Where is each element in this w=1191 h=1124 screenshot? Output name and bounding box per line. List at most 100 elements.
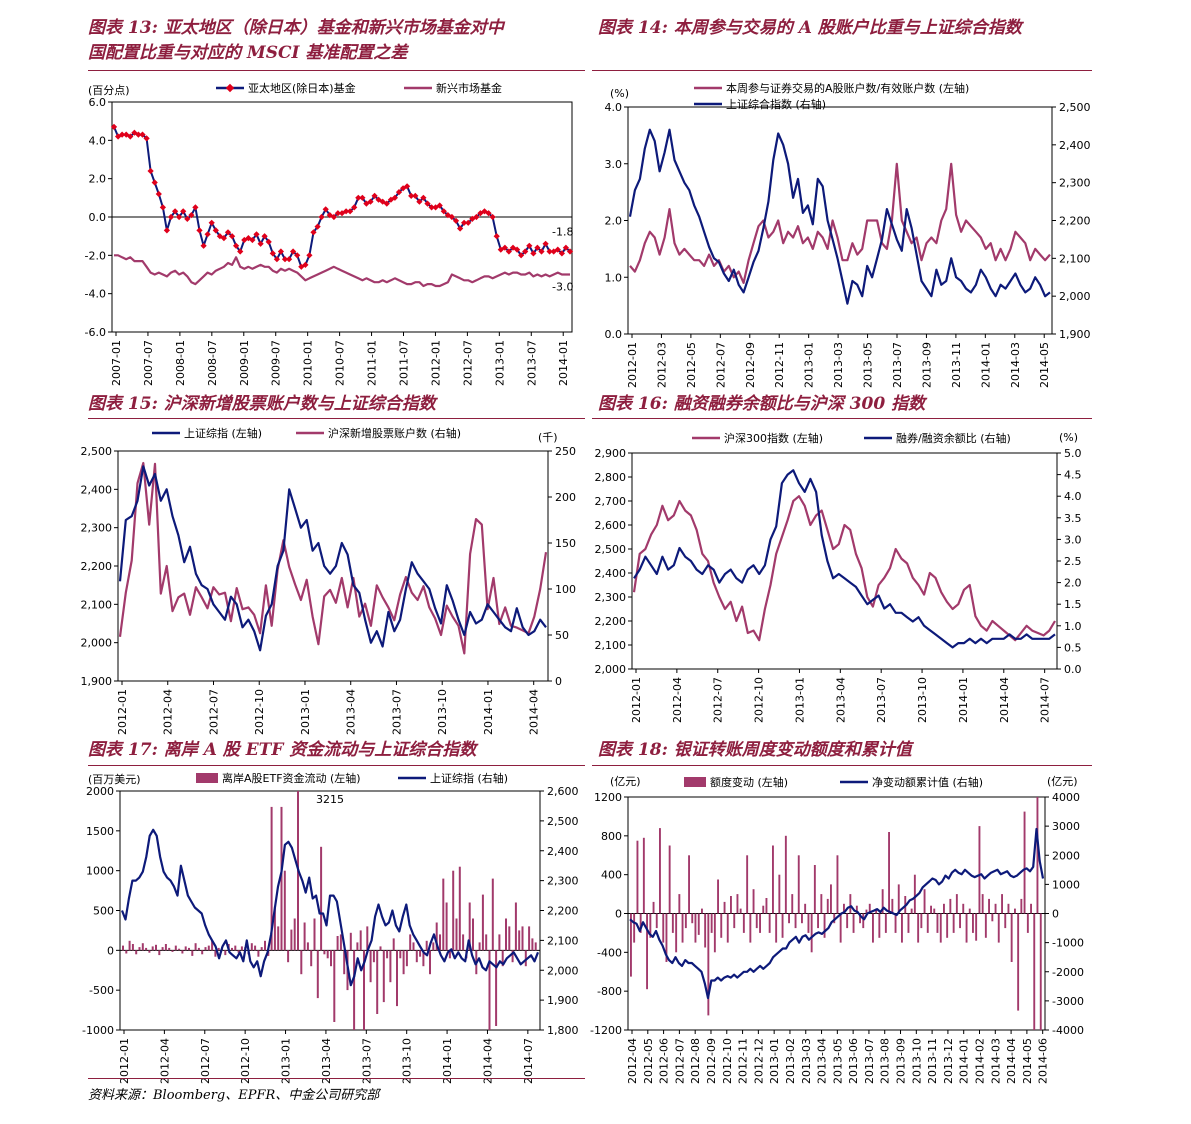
chart15-left-tick-label: 2,100 [81,598,113,611]
chart15-series-new-accounts [118,461,548,655]
chart13-apac-marker [200,242,207,249]
chart17-flow-bar [495,950,498,1026]
chart18-weekly-change-bar [962,903,965,914]
chart18-x-tick-label: 2013-05 [831,1038,844,1084]
chart17-flow-bar [339,934,342,951]
chart18-right-tick-label: 3000 [1052,820,1080,833]
chart17-flow-bar [501,950,504,967]
chart14-right-tick-label: 2,100 [1059,252,1091,265]
chart17-flow-bar [254,945,257,951]
chart13-legend-emerging-label: 新兴市场基金 [436,81,502,95]
chart14-x-tick-label: 2013-07 [891,342,904,388]
chart18-weekly-change-bar [791,894,794,914]
chart17-flow-bar [273,906,276,951]
chart17-flow-bar [290,929,293,951]
chart17-flow-bar [148,950,151,953]
chart17-title-rule [88,765,585,766]
chart17-flow-bar [214,950,217,957]
chart18-weekly-change-bar [1020,898,1023,914]
chart18-x-tick-label: 2013-10 [910,1038,923,1084]
chart13-x-tick-label: 2014-01 [557,340,570,386]
chart18-weekly-change-bar [1017,913,1020,1011]
chart18-weekly-change-bar [649,913,652,938]
chart17-left-tick-label: -500 [89,984,114,997]
chart18-weekly-change-bar [781,913,784,938]
chart18-x-tick-label: 2013-12 [942,1038,955,1084]
chart13-annotation-apac: -1.8 [552,226,573,239]
chart13-apac-marker [224,229,232,236]
chart13-unit-label: (百分点) [88,84,130,97]
chart18-right-tick-label: 1000 [1052,878,1080,891]
chart16-x-tick-label: 2013-04 [834,677,847,723]
chart18-title-rule [592,765,1092,766]
chart17-flow-bar [472,918,474,951]
chart14-right-tick-label: 2,400 [1059,139,1091,152]
chart17-flow-bar [201,950,204,955]
chart18-weekly-change-bar [1026,913,1029,933]
chart18-weekly-change-bar [772,845,774,914]
chart16-plot-frame [631,452,1058,670]
chart18-right-tick-label: -2000 [1052,966,1084,979]
chart18-weekly-change-bar [775,913,778,943]
chart13-apac-marker [273,256,281,263]
chart16-right-tick-label: 3.0 [1064,533,1082,546]
chart13-apac-marker [151,179,158,186]
chart18-weekly-change-bar [671,913,674,933]
chart17-flow-bar [399,950,402,959]
chart18-legend-cumulative-label: 净变动额累计值 (右轴) [872,775,983,789]
chart15-x-tick-label: 2012-07 [207,689,220,735]
chart17-legend-flow-swatch [196,773,218,783]
chart17-x-tick-label: 2014-01 [441,1038,454,1084]
chart18-x-tick-label: 2014-03 [989,1038,1002,1084]
chart18-weekly-change-bar [820,894,823,914]
chart18-weekly-change-bar [965,913,968,943]
chart18-weekly-change-bar [943,903,945,914]
chart14-legend-active-ratio-label: 本周参与证券交易的A股账户数/有效账户数 (左轴) [726,81,969,95]
chart18-weekly-change-bar [917,913,920,943]
chart17-flow-bar [409,934,412,951]
chart16-right-tick-label: 0.5 [1064,641,1082,654]
chart13-x-tick-label: 2010-01 [302,340,315,386]
chart17-flow-bar [448,950,451,959]
chart17-flow-bar [363,950,365,1030]
chart17-flow-bar [353,950,356,1030]
chart15-legend-shcomp-label: 上证综指 (左轴) [184,426,262,440]
chart16-left-tick-label: 2,600 [595,519,627,532]
chart14-left-unit: (%) [610,87,629,100]
chart18-weekly-change-bar [975,913,978,941]
chart17-plot-frame [119,790,541,1031]
chart18-weekly-change-bar [662,913,665,943]
chart18-weekly-change-bar [804,903,807,914]
chart17-flow-bar [138,947,141,951]
chart13-apac-marker [306,252,313,259]
chart18-x-tick-label: 2012-04 [626,1038,639,1084]
chart18-weekly-change-bar [952,913,955,933]
chart18-x-tick-label: 2014-02 [974,1038,987,1084]
chart15-series-shcomp [118,465,547,652]
chart18-weekly-change-bar [878,913,881,938]
chart18-weekly-change-bar [955,894,958,914]
chart13-apac-marker [253,231,260,238]
chart15-x-tick-label: 2012-01 [116,689,129,735]
source-rule [88,1078,585,1079]
chart17-flow-bar [389,950,392,983]
chart16-x-tick-label: 2013-07 [875,677,888,723]
chart18-x-tick-label: 2014-06 [1037,1038,1050,1084]
chart17-flow-bar [135,950,138,955]
chart17-left-tick-label: 1500 [86,825,114,838]
chart13-left-tick-label: 6.0 [89,96,107,109]
chart18-weekly-change-bar [720,913,723,938]
chart18-weekly-change-bar [978,826,981,914]
chart16-legend-csi300-label: 沪深300指数 (左轴) [724,431,823,445]
chart17-flow-bar [405,950,408,967]
chart18-weekly-change-bar [1036,797,1039,914]
chart13-apac-marker [281,256,289,263]
chart17-flow-bar [237,950,240,953]
chart18-weekly-change-bar [823,913,826,938]
chart18-weekly-change-bar [742,913,745,933]
chart15-right-tick-label: 250 [555,445,576,458]
chart17-flow-bar [462,934,465,951]
chart18-weekly-change-bar [839,913,842,943]
chart17-flow-bar [231,947,233,951]
chart16-x-tick-label: 2013-10 [916,677,929,723]
